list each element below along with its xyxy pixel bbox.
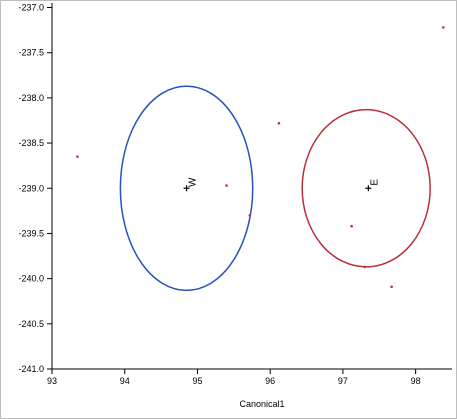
centroid-label-w: W: [188, 177, 199, 187]
data-point: [350, 224, 353, 228]
y-tick-label: -240.0: [18, 274, 44, 284]
y-tick-label: -237.0: [18, 3, 44, 13]
y-tick-label: -239.0: [18, 183, 44, 193]
data-points: [76, 26, 445, 289]
y-tick-label: -238.0: [18, 93, 44, 103]
y-tick-label: -240.5: [18, 319, 44, 329]
data-point: [390, 285, 393, 289]
y-tick-label: -241.0: [18, 364, 44, 374]
y-tick-label: -237.5: [18, 48, 44, 58]
axes: -237.0 -237.5 -238.0 -238.5 -239.0 -239.5 -240…: [18, 3, 452, 386]
data-point: [363, 265, 367, 269]
ellipse-w: [119, 85, 254, 292]
data-point: [248, 214, 252, 217]
data-point: [225, 184, 228, 187]
x-tick-label: 96: [265, 376, 275, 386]
y-tick-label: -238.5: [18, 138, 44, 148]
centroid-label-e: E: [369, 179, 380, 186]
ellipse-e: [301, 108, 431, 268]
centroid-marker-e: [365, 185, 372, 192]
y-tick-label: -239.5: [18, 228, 44, 238]
confidence-ellipses: [119, 85, 431, 292]
x-tick-label: 98: [411, 376, 421, 386]
x-axis-title: Canonical1: [239, 399, 284, 409]
data-point: [76, 155, 79, 158]
centroid-marker-w: [183, 185, 190, 192]
data-point: [277, 121, 281, 125]
x-tick-label: 97: [338, 376, 348, 386]
data-point: [441, 26, 445, 29]
x-tick-label: 95: [192, 376, 202, 386]
x-tick-label: 93: [47, 376, 57, 386]
x-tick-label: 94: [120, 376, 130, 386]
